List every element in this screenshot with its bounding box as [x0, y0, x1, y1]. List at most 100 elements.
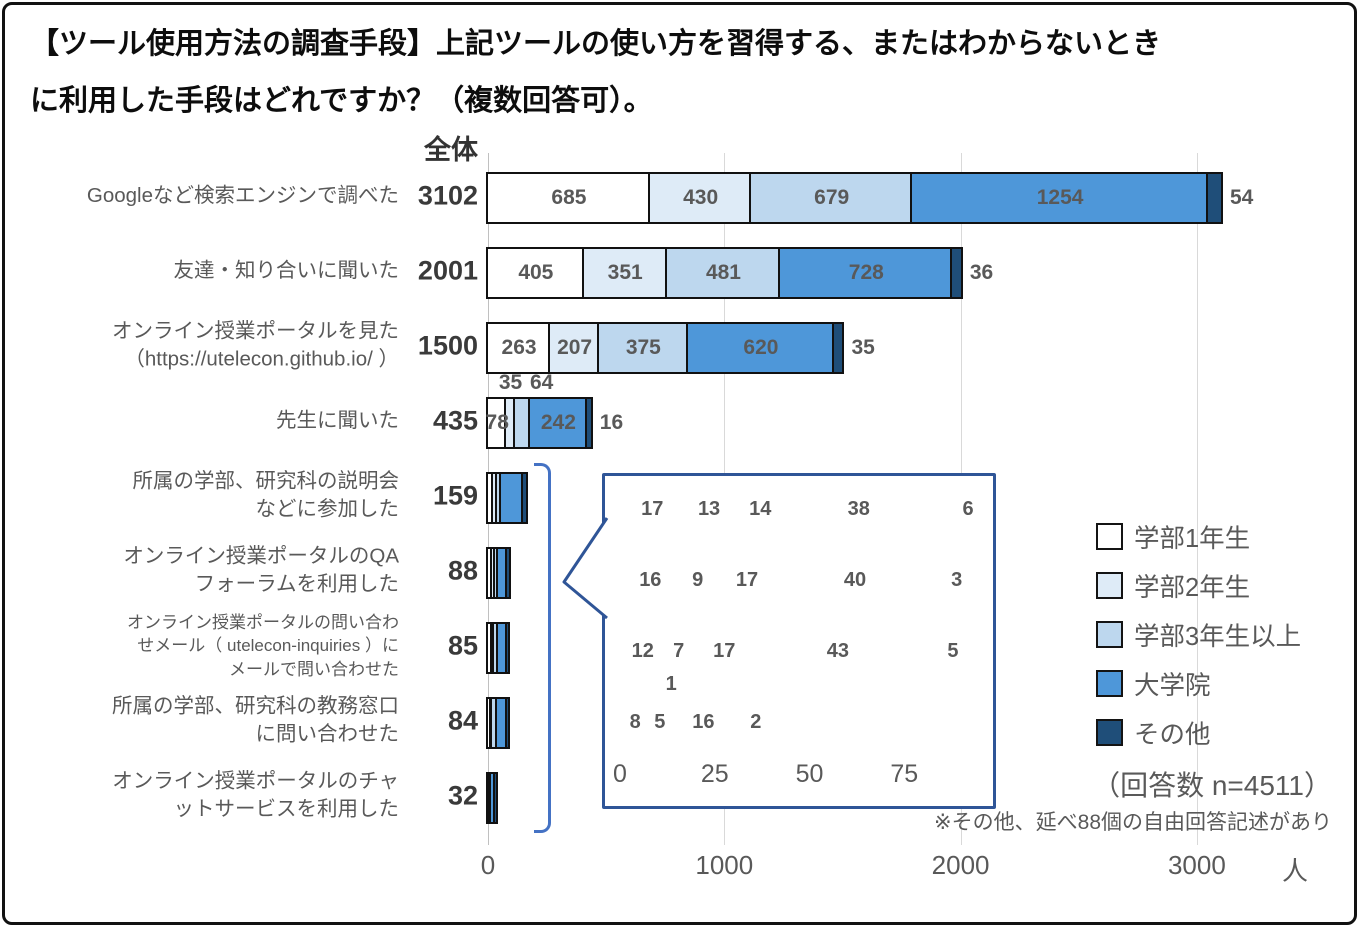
legend-swatch [1096, 620, 1123, 648]
bar-row [486, 172, 1223, 224]
value-label: 54 [1230, 186, 1254, 209]
x-axis-tick-label: 0 [613, 760, 627, 788]
category-label: オンライン授業ポータルのQA フォーラムを利用した [123, 544, 399, 596]
value-label: 12 [631, 640, 654, 662]
value-label: 405 [518, 261, 554, 284]
bar-segment [780, 249, 953, 297]
value-label: 207 [557, 336, 593, 359]
bar-segment [493, 624, 498, 672]
bar-segment [599, 324, 688, 372]
value-label: 64 [529, 371, 554, 394]
value-label: 38 [847, 498, 870, 520]
value-label: 242 [540, 411, 576, 434]
bar-segment [488, 774, 490, 822]
bar-segment [495, 549, 499, 597]
value-label: 3 [951, 569, 963, 591]
value-label: 351 [607, 261, 643, 284]
value-label: 35 [498, 371, 523, 394]
x-axis-tick-label: 0 [480, 850, 496, 880]
bar-segment [488, 474, 493, 522]
legend-swatch [1096, 571, 1123, 599]
grouping-bracket [534, 463, 551, 833]
total-label: 32 [447, 780, 478, 811]
value-label: 2 [750, 711, 762, 733]
value-label: 481 [705, 261, 741, 284]
bar-segment [492, 549, 496, 597]
bar-segment [488, 249, 584, 297]
total-label: 3102 [417, 180, 478, 211]
inset-callout-box [602, 473, 996, 809]
bar-row [486, 472, 528, 524]
bar-segment [488, 549, 493, 597]
value-label: 679 [814, 186, 850, 209]
category-label: 友達・知り合いに聞いた [173, 258, 400, 282]
bar-segment [529, 399, 587, 447]
value-label: 620 [743, 336, 779, 359]
total-label: 84 [447, 705, 478, 736]
value-label: 36 [969, 261, 994, 284]
footnote: ※その他、延べ88個の自由回答記述があり [934, 811, 1332, 834]
value-label: 17 [641, 498, 664, 520]
legend-label: その他 [1134, 720, 1211, 749]
bar-segment [666, 249, 781, 297]
value-label: 35 [851, 336, 875, 359]
category-label: 先生に聞いた [276, 408, 399, 432]
bar-segment [506, 699, 508, 747]
total-column-header: 全体 [424, 135, 478, 165]
bar-segment [952, 249, 961, 297]
value-label: 43 [826, 640, 850, 662]
legend-swatch [1096, 669, 1123, 697]
value-label: 1 [665, 673, 677, 695]
bar-row [486, 622, 511, 674]
legend-item: 大学院 [1096, 668, 1301, 700]
bar-segment [501, 474, 524, 522]
x-axis-unit-label: 人 [1281, 856, 1308, 886]
value-label: 13 [697, 498, 721, 520]
bar-segment [491, 774, 496, 822]
bar-segment [492, 699, 497, 747]
bar-segment [649, 174, 752, 222]
value-label: 1254 [1036, 186, 1084, 209]
bar-segment [507, 624, 509, 672]
bar-segment [911, 174, 1209, 222]
x-axis-tick-label: 25 [700, 760, 729, 788]
bar-segment [490, 699, 493, 747]
bar-segment [498, 549, 508, 597]
bar-segment [488, 699, 491, 747]
value-label: 16 [639, 569, 662, 591]
category-label: 所属の学部、研究科の説明会 などに参加した [132, 469, 400, 521]
inset-callout-pointer [562, 517, 609, 620]
bar-row [486, 772, 498, 824]
total-label: 159 [432, 480, 478, 511]
legend-label: 大学院 [1134, 671, 1211, 700]
legend-item: 学部2年生 [1096, 570, 1301, 602]
value-label: 14 [749, 498, 772, 520]
gridline [1196, 153, 1198, 845]
value-label: 16 [692, 711, 715, 733]
x-axis-tick-label: 3000 [1167, 850, 1226, 880]
legend-item: 学部1年生 [1096, 521, 1301, 553]
bar-segment [687, 324, 835, 372]
bar-row [486, 247, 963, 299]
x-axis-tick-label: 50 [795, 760, 824, 788]
value-label: 17 [713, 640, 736, 662]
bar-segment [1208, 174, 1221, 222]
value-label: 16 [599, 411, 624, 434]
bar-segment [507, 549, 509, 597]
bar-segment [488, 399, 507, 447]
bar-segment [523, 474, 526, 522]
bar-row [486, 697, 510, 749]
value-label: 17 [735, 569, 759, 591]
legend: 学部1年生 学部2年生 学部3年生以上 大学院 その他 [1096, 521, 1301, 766]
total-label: 2001 [417, 255, 478, 286]
bar-row [486, 397, 593, 449]
bar-segment [491, 624, 494, 672]
value-label: 9 [692, 569, 704, 591]
value-label: 375 [625, 336, 661, 359]
bar-segment [751, 174, 912, 222]
bar-segment [834, 324, 843, 372]
bar-segment [492, 474, 498, 522]
value-label: 40 [843, 569, 867, 591]
legend-label: 学部1年生 [1134, 524, 1251, 553]
category-label: オンライン授業ポータルのチャ ットサービスを利用した [112, 769, 399, 821]
